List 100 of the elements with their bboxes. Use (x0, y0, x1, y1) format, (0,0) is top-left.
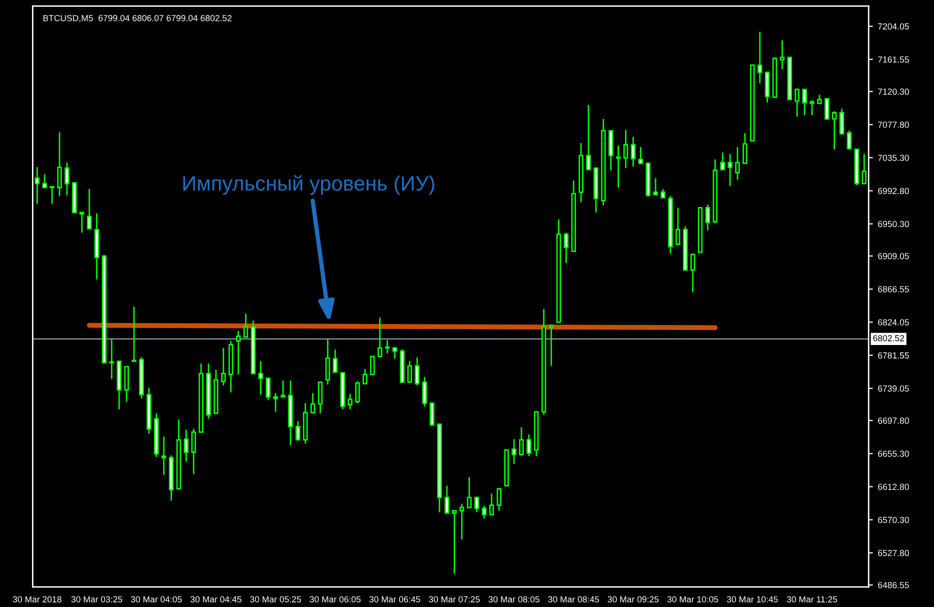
candlestick (258, 360, 264, 396)
y-tick-label: 6824.05 (878, 319, 909, 326)
candlestick (489, 492, 494, 516)
x-tick-label: 30 Mar 10:45 (726, 596, 778, 602)
x-tick-label: 30 Mar 03:25 (71, 596, 122, 602)
candlestick (519, 426, 524, 456)
candlestick (370, 356, 375, 376)
x-tick-label: 30 Mar 04:05 (130, 596, 182, 602)
candlestick (548, 324, 554, 367)
text: BTCUSD,M5 6799.04 6806.07 6799.04 6802.52 (43, 15, 232, 22)
y-tick-label: 6866.55 (878, 286, 909, 292)
candlestick (846, 130, 852, 150)
candlestick (496, 488, 502, 512)
y-tick-label: 6655.30 (878, 450, 909, 457)
candlestick (526, 434, 532, 457)
candlestick (430, 402, 434, 426)
candlestick (362, 368, 368, 384)
candlestick (512, 438, 516, 465)
annotation: Импульсный уровень (ИУ) (183, 175, 434, 195)
y-tick-label: 6739.05 (878, 385, 909, 392)
y-tick-label: 6527.80 (878, 550, 909, 556)
y-tick-label: 7161.55 (878, 56, 909, 63)
x-tick-label: 30 Mar 06:45 (369, 596, 420, 602)
ref-line-label: 6802.52 (873, 335, 904, 342)
candlestick (310, 392, 316, 414)
candlestick (653, 177, 658, 196)
candlestick (794, 88, 800, 118)
candlestick (616, 144, 621, 188)
candlestick (273, 392, 278, 412)
candlestick (184, 428, 189, 462)
candlestick (132, 306, 136, 362)
x-tick-label: 30 Mar 09:25 (608, 596, 659, 602)
candlestick (459, 502, 464, 540)
x-tick-label: 30 Mar 10:05 (667, 596, 718, 602)
candlestick (378, 316, 382, 358)
candlestick (832, 110, 837, 150)
y-tick-label: 6950.30 (878, 220, 909, 228)
candlestick (586, 104, 591, 170)
candlestick (243, 312, 248, 338)
y-tick-label: 7120.30 (878, 88, 909, 95)
candlestick (414, 356, 420, 386)
candlestick (810, 100, 814, 116)
x-tick-label: 30 Mar 06:05 (310, 596, 361, 602)
candlestick (705, 204, 710, 232)
y-tick-label: 6486.55 (878, 582, 909, 588)
candlestick (824, 97, 830, 120)
x-tick-label: 30 Mar 04:45 (190, 596, 242, 602)
candlestick (802, 88, 807, 116)
candlestick (422, 376, 427, 408)
candlestick (839, 108, 844, 134)
candlestick (325, 338, 330, 386)
candlestick (332, 348, 338, 374)
candlestick (638, 146, 644, 165)
y-tick-label: 6612.80 (878, 484, 909, 490)
y-tick-label: 6781.55 (878, 352, 909, 359)
y-tick-label: 7204.05 (878, 23, 909, 30)
candlestick (318, 380, 323, 414)
candlestick (236, 330, 241, 376)
y-tick-label: 6570.30 (878, 516, 909, 524)
candlestick (630, 136, 636, 168)
candlestick (407, 360, 412, 383)
candlestick (690, 252, 696, 293)
candlestick (296, 420, 300, 440)
candlestick (79, 212, 84, 234)
y-tick-label: 6697.80 (878, 418, 909, 424)
x-tick-label: 30 Mar 2018 (12, 596, 62, 602)
candlestick (348, 393, 352, 410)
x-tick-label: 30 Mar 07:25 (428, 596, 480, 602)
candlestick (392, 346, 398, 360)
candlestick (280, 380, 286, 398)
candlestick (452, 510, 457, 574)
x-tick-label: 30 Mar 08:45 (548, 596, 599, 602)
candlestick (862, 153, 867, 184)
candlestick (266, 376, 270, 401)
candlestick (161, 436, 166, 476)
candlestick (466, 476, 472, 508)
candlestick (444, 485, 450, 514)
y-tick-label: 7035.30 (878, 154, 909, 161)
candlestick (86, 188, 92, 230)
candlestick (742, 132, 748, 164)
candlestick (564, 232, 569, 264)
candlestick (623, 129, 628, 169)
candlestick (109, 338, 114, 380)
candlestick (191, 428, 196, 475)
candlestick (355, 380, 360, 404)
y-tick-label: 6992.80 (878, 188, 909, 194)
candlestick (757, 31, 762, 84)
y-tick-label: 7077.80 (878, 122, 909, 128)
x-tick-label: 30 Mar 08:05 (488, 596, 540, 602)
candlestick (474, 496, 480, 513)
candlestick (482, 505, 487, 520)
x-tick-label: 30 Mar 11:25 (786, 596, 838, 602)
y-tick-label: 6909.05 (878, 253, 909, 260)
candlestick (720, 152, 725, 170)
candlestick (50, 186, 54, 205)
candlestick (221, 347, 226, 386)
candlestick (124, 366, 129, 402)
candlestick (676, 207, 680, 246)
candlestick (780, 40, 785, 70)
candlestick (660, 188, 666, 200)
